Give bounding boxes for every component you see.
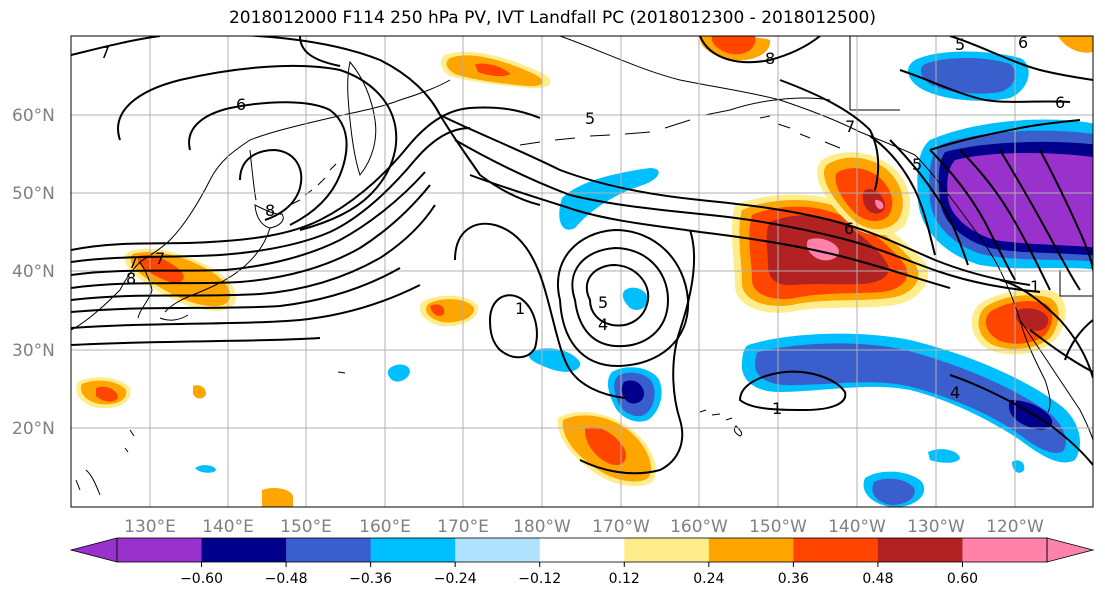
- colorbar-tick-label: 0.12: [609, 571, 640, 587]
- contour-label: 6: [1018, 33, 1028, 52]
- lon-label: 130°E: [124, 517, 176, 537]
- colorbar-segment: [201, 538, 287, 562]
- contour-label: 5: [585, 109, 595, 128]
- colorbar-segment: [539, 538, 625, 562]
- contour-label: 7: [155, 249, 165, 268]
- colorbar-segment: [370, 538, 456, 562]
- colorbar: −0.60 −0.48 −0.36 −0.24 −0.12 0.12 0.24 0.36 0.4…: [69, 537, 1095, 587]
- lon-label: 150°W: [749, 517, 807, 537]
- contour-label: 4: [950, 383, 960, 402]
- lon-label: 160°W: [670, 517, 728, 537]
- contour-label: 8: [765, 49, 775, 68]
- colorbar-ticks: −0.60 −0.48 −0.36 −0.24 −0.12 0.12 0.24 0.36 0.4…: [180, 562, 978, 587]
- contour-label: 6: [844, 219, 854, 238]
- lat-label-40n: 40°N: [12, 262, 55, 282]
- contour-label: 4: [598, 315, 608, 334]
- lat-label-50n: 50°N: [12, 184, 55, 204]
- lon-label: 180°W: [513, 517, 571, 537]
- colorbar-segment: [793, 538, 879, 562]
- colorbar-segment: [117, 538, 203, 562]
- contour-label: 1: [1030, 277, 1040, 296]
- colorbar-segment: [962, 538, 1048, 562]
- contour-label: 5: [912, 155, 922, 174]
- colorbar-tick-label: −0.60: [180, 571, 223, 587]
- colorbar-segment: [455, 538, 541, 562]
- map-content: 7 6 8 5 7 8 7 6 4 5 6 6 7 8 5 4 1 1 1 5: [71, 33, 1093, 507]
- contour-label: 8: [265, 201, 275, 220]
- lon-label: 150°E: [280, 517, 332, 537]
- lon-label: 170°E: [437, 517, 489, 537]
- contour-label: 1: [772, 399, 782, 418]
- colorbar-segment: [624, 538, 710, 562]
- colorbar-right-extend: [1046, 537, 1095, 563]
- colorbar-tick-label: −0.36: [349, 571, 392, 587]
- coastlines: [71, 36, 1093, 496]
- contour-label: 8: [126, 269, 136, 288]
- colorbar-tick-label: −0.48: [265, 571, 308, 587]
- lat-label-60n: 60°N: [12, 106, 55, 126]
- colorbar-left-extend: [69, 537, 118, 563]
- contour-labels: 7 6 8 5 7 8 7 6 4 5 6 6 7 8 5 4 1 1 1 5: [100, 33, 1065, 418]
- longitude-labels: 130°E 140°E 150°E 160°E 170°E 180°W 170°…: [124, 517, 1044, 537]
- colorbar-segment: [286, 538, 372, 562]
- contour-label: 5: [598, 293, 608, 312]
- lon-label: 120°W: [986, 517, 1044, 537]
- colorbar-segment: [708, 538, 794, 562]
- latitude-labels: 60°N 50°N 40°N 30°N 20°N: [12, 106, 55, 439]
- lon-label: 140°W: [828, 517, 886, 537]
- contour-label: 7: [128, 253, 138, 272]
- lat-label-20n: 20°N: [12, 419, 55, 439]
- lon-label: 130°W: [907, 517, 965, 537]
- lon-label: 160°E: [359, 517, 411, 537]
- lon-label: 140°E: [202, 517, 254, 537]
- colorbar-outline: [116, 537, 1048, 563]
- colorbar-segments: [69, 537, 1095, 563]
- map-frame: [70, 35, 1094, 508]
- colorbar-tick-label: 0.24: [693, 571, 724, 587]
- colorbar-tick-label: 0.48: [862, 571, 893, 587]
- pv-contours: [71, 36, 1093, 475]
- contour-label: 5: [955, 35, 965, 54]
- lat-label-30n: 30°N: [12, 341, 55, 361]
- colorbar-tick-label: 0.60: [947, 571, 978, 587]
- figure-title: 2018012000 F114 250 hPa PV, IVT Landfall…: [228, 8, 876, 28]
- contour-label: 1: [515, 299, 525, 318]
- contour-label: 6: [236, 95, 246, 114]
- colorbar-tick-label: −0.24: [434, 571, 477, 587]
- gridlines: [71, 36, 1093, 507]
- lon-label: 170°W: [592, 517, 650, 537]
- contour-label: 6: [1055, 93, 1065, 112]
- contour-label: 7: [100, 43, 110, 62]
- colorbar-tick-label: −0.12: [518, 571, 561, 587]
- colorbar-segment: [877, 538, 963, 562]
- colorbar-tick-label: 0.36: [778, 571, 809, 587]
- contour-label: 7: [845, 117, 855, 136]
